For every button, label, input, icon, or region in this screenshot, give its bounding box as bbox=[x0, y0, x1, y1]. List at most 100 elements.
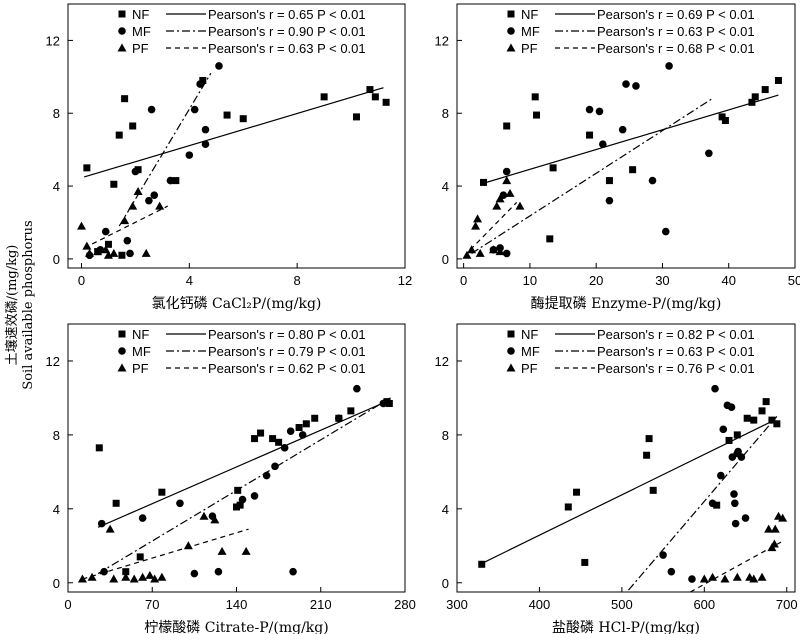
legend-name: MF bbox=[132, 344, 151, 359]
legend-name: NF bbox=[132, 7, 149, 22]
point-MF bbox=[667, 567, 676, 576]
x-tick-label: 70 bbox=[145, 597, 159, 612]
point-NF bbox=[158, 488, 166, 496]
series-NF bbox=[480, 76, 782, 243]
point-NF bbox=[172, 177, 180, 185]
point-PF bbox=[85, 248, 95, 257]
point-PF bbox=[467, 245, 477, 254]
legend-stats: Pearson's r = 0.80 P < 0.01 bbox=[208, 327, 366, 342]
point-MF bbox=[190, 105, 199, 114]
fit-line-MF bbox=[97, 397, 391, 575]
legend-name: MF bbox=[132, 24, 151, 39]
point-MF bbox=[215, 62, 223, 70]
point-PF bbox=[471, 221, 481, 230]
point-MF bbox=[145, 196, 153, 205]
point-MF bbox=[185, 151, 194, 159]
point-MF bbox=[335, 414, 343, 423]
point-MF bbox=[97, 519, 106, 528]
point-PF bbox=[699, 574, 709, 583]
legend-name: PF bbox=[132, 41, 149, 56]
point-PF bbox=[769, 539, 779, 548]
fit-line-NF bbox=[97, 399, 391, 528]
legend-name: PF bbox=[521, 41, 538, 56]
point-MF bbox=[150, 191, 159, 199]
point-NF bbox=[311, 414, 319, 422]
point-PF bbox=[87, 572, 97, 581]
x-axis-label: 酶提取磷 Enzyme-P/(mg/kg) bbox=[531, 296, 722, 312]
x-tick-label: 4 bbox=[186, 273, 193, 288]
fit-line-MF bbox=[628, 416, 778, 591]
legend-stats: Pearson's r = 0.65 P < 0.01 bbox=[208, 7, 366, 22]
panel-1: 0 4 8 12 0 4 8 12 氯化钙磷 CaCl₂P/(mg/kg) NF Pearson's… bbox=[46, 3, 412, 312]
fit-line-PF bbox=[469, 202, 518, 251]
x-tick-label: 8 bbox=[294, 273, 301, 288]
x-axis-label: 柠檬酸磷 Citrate-P/(mg/kg) bbox=[144, 620, 328, 634]
point-MF bbox=[661, 227, 670, 236]
y-axis-label-cn: 土壤速效磷/(mg/kg) bbox=[4, 245, 20, 366]
y-axis-label-en: Soil available phosphorus bbox=[21, 220, 36, 389]
legend-marker bbox=[118, 27, 126, 35]
point-PF bbox=[105, 524, 115, 533]
legend-marker bbox=[118, 330, 126, 338]
point-NF bbox=[257, 429, 265, 437]
point-MF bbox=[618, 125, 627, 134]
point-PF bbox=[77, 574, 87, 583]
x-tick-label: 700 bbox=[776, 597, 798, 612]
point-NF bbox=[115, 131, 123, 139]
point-MF bbox=[502, 167, 511, 176]
point-NF bbox=[774, 76, 782, 84]
point-MF bbox=[201, 125, 210, 134]
series-PF bbox=[76, 187, 169, 259]
y-tick-label: 0 bbox=[442, 252, 449, 267]
point-PF bbox=[157, 572, 167, 581]
y-tick-label: 8 bbox=[53, 106, 60, 121]
point-PF bbox=[109, 574, 119, 583]
point-PF bbox=[217, 546, 227, 555]
legend-stats: Pearson's r = 0.76 P < 0.01 bbox=[597, 361, 755, 376]
point-MF bbox=[286, 427, 295, 436]
point-PF bbox=[120, 216, 130, 225]
x-tick-label: 20 bbox=[589, 273, 603, 288]
legend-stats: Pearson's r = 0.62 P < 0.01 bbox=[208, 361, 366, 376]
point-NF bbox=[223, 111, 231, 119]
plot-area bbox=[478, 384, 788, 592]
point-NF bbox=[239, 115, 247, 123]
point-PF bbox=[183, 541, 193, 550]
y-tick-label: 12 bbox=[435, 33, 449, 48]
point-PF bbox=[82, 241, 92, 250]
fit-line-NF bbox=[84, 87, 384, 178]
point-PF bbox=[133, 187, 143, 196]
point-NF bbox=[750, 416, 758, 424]
point-MF bbox=[741, 514, 750, 522]
point-MF bbox=[298, 431, 307, 439]
fit-line-NF bbox=[480, 94, 779, 185]
point-PF bbox=[720, 574, 730, 583]
x-axis-label: 盐酸磷 HCl-P/(mg/kg) bbox=[552, 620, 700, 634]
point-NF bbox=[118, 251, 126, 259]
point-PF bbox=[138, 572, 148, 581]
plot-area bbox=[76, 62, 390, 260]
legend-stats: Pearson's r = 0.63 P < 0.01 bbox=[597, 24, 755, 39]
x-axis-label: 氯化钙磷 CaCl₂P/(mg/kg) bbox=[152, 296, 322, 312]
point-MF bbox=[196, 80, 204, 88]
point-PF bbox=[76, 221, 86, 230]
legend-marker bbox=[117, 363, 127, 372]
point-PF bbox=[241, 546, 251, 555]
point-PF bbox=[488, 245, 498, 254]
point-NF bbox=[129, 122, 137, 130]
plot-frame bbox=[67, 3, 406, 269]
point-NF bbox=[371, 93, 379, 101]
point-NF bbox=[573, 488, 581, 496]
legend-marker bbox=[118, 10, 126, 18]
panel-2: 0 10 20 30 40 50 0 4 8 12 酶提取磷 Enzyme-P/(mg/kg) NF P… bbox=[435, 3, 800, 312]
point-PF bbox=[749, 574, 759, 583]
y-tick-label: 4 bbox=[442, 179, 449, 194]
point-MF bbox=[688, 575, 696, 583]
point-NF bbox=[773, 420, 781, 428]
point-MF bbox=[131, 167, 140, 176]
point-NF bbox=[480, 178, 488, 186]
legend-marker bbox=[506, 43, 516, 52]
point-NF bbox=[533, 111, 541, 119]
legend-marker bbox=[506, 363, 516, 372]
y-tick-label: 12 bbox=[46, 33, 60, 48]
